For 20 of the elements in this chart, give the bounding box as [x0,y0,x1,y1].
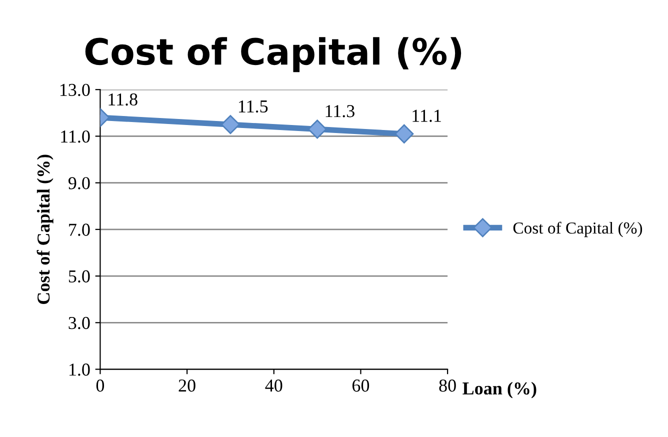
y-tick-label: 13.0 [60,84,90,96]
y-axis-title: Cost of Capital (%) [36,154,54,304]
data-label: 11.8 [108,93,138,106]
x-tick-label: 20 [178,380,196,392]
y-tick-label: 11.0 [61,130,90,143]
data-label: 11.3 [326,105,354,118]
x-axis-title: Loan (%) [462,382,536,398]
legend-label: Cost of Capital (%) [513,222,642,238]
chart-title: Cost of Capital (%) [85,37,462,72]
data-label: 11.5 [238,100,268,113]
y-tick-label: 1.0 [69,364,90,376]
x-tick-label: 0 [96,380,104,392]
x-tick-label: 40 [265,380,282,392]
data-label: 11.1 [412,110,441,122]
x-tick-label: 80 [439,380,456,392]
x-tick-label: 60 [352,380,370,392]
y-tick-label: 3.0 [68,316,90,330]
y-tick-label: 5.0 [68,270,90,283]
y-tick-label: 7.0 [69,224,90,236]
y-tick-label: 9.0 [68,177,90,190]
